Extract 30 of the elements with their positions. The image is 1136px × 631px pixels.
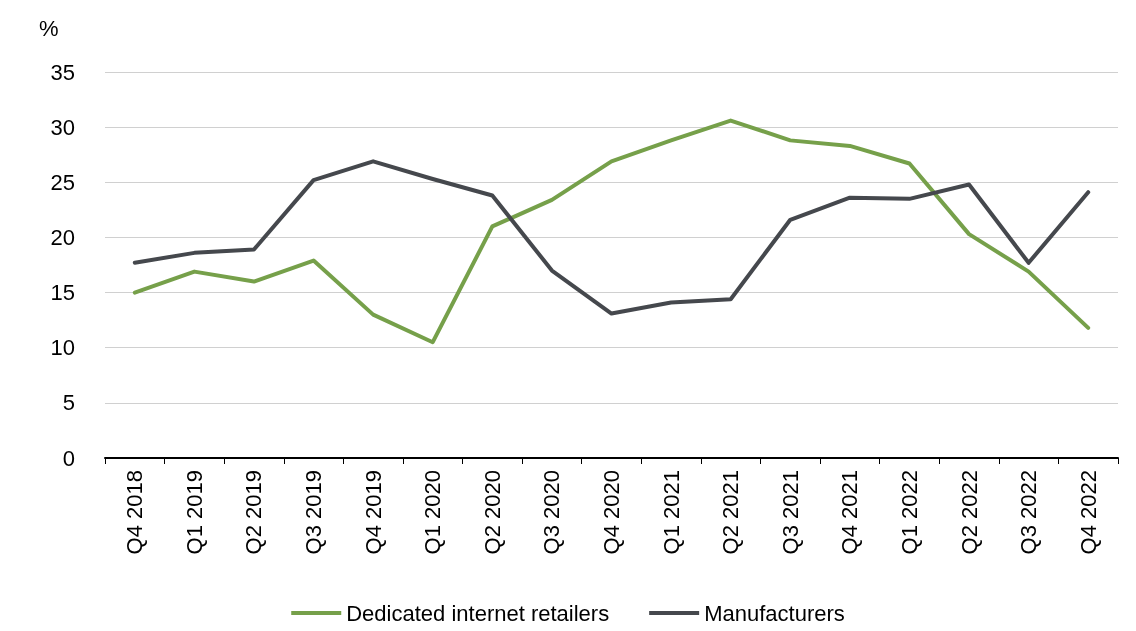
x-tick-label: Q3 2021	[777, 470, 803, 555]
legend-label: Manufacturers	[704, 600, 845, 626]
x-tick-label: Q4 2020	[599, 470, 624, 555]
y-tick-label: 35	[50, 59, 75, 85]
y-axis-title: %	[39, 15, 59, 41]
y-tick-label: 30	[50, 114, 75, 140]
y-tick-label: 25	[50, 169, 75, 195]
x-tick-label: Q3 2022	[1016, 470, 1042, 555]
x-tick-label: Q4 2021	[837, 470, 863, 555]
x-tick-label: Q3 2019	[301, 470, 327, 555]
x-tick-label: Q2 2020	[479, 470, 505, 555]
x-tick-label: Q1 2021	[658, 470, 684, 555]
x-tick-label: Q2 2021	[718, 470, 744, 555]
y-tick-label: 20	[50, 224, 75, 250]
line-series	[132, 159, 1091, 316]
x-tick-label: Q2 2019	[241, 470, 267, 555]
y-tick-label: 5	[62, 390, 75, 416]
line-series	[132, 118, 1091, 345]
legend-label: Dedicated internet retailers	[346, 600, 610, 626]
y-tick-label: 15	[50, 280, 75, 306]
y-tick-label: 0	[62, 445, 75, 471]
x-tick-label: Q1 2019	[181, 470, 207, 555]
x-tick-label: Q1 2020	[420, 470, 446, 555]
x-tick-label: Q1 2022	[896, 470, 922, 555]
x-tick-label: Q4 2022	[1075, 470, 1101, 555]
x-tick-label: Q4 2019	[360, 470, 386, 555]
x-tick-label: Q3 2020	[539, 470, 565, 555]
x-tick-label: Q4 2018	[122, 470, 148, 555]
y-tick-label: 10	[50, 335, 75, 361]
x-tick-label: Q2 2022	[956, 470, 982, 555]
